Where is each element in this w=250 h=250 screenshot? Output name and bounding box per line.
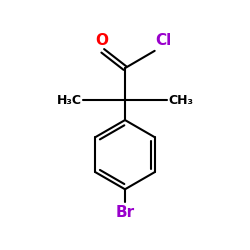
Text: Br: Br <box>116 204 134 220</box>
Text: Cl: Cl <box>155 33 172 48</box>
Text: O: O <box>95 33 108 48</box>
Text: H₃C: H₃C <box>57 94 82 107</box>
Text: CH₃: CH₃ <box>168 94 193 107</box>
